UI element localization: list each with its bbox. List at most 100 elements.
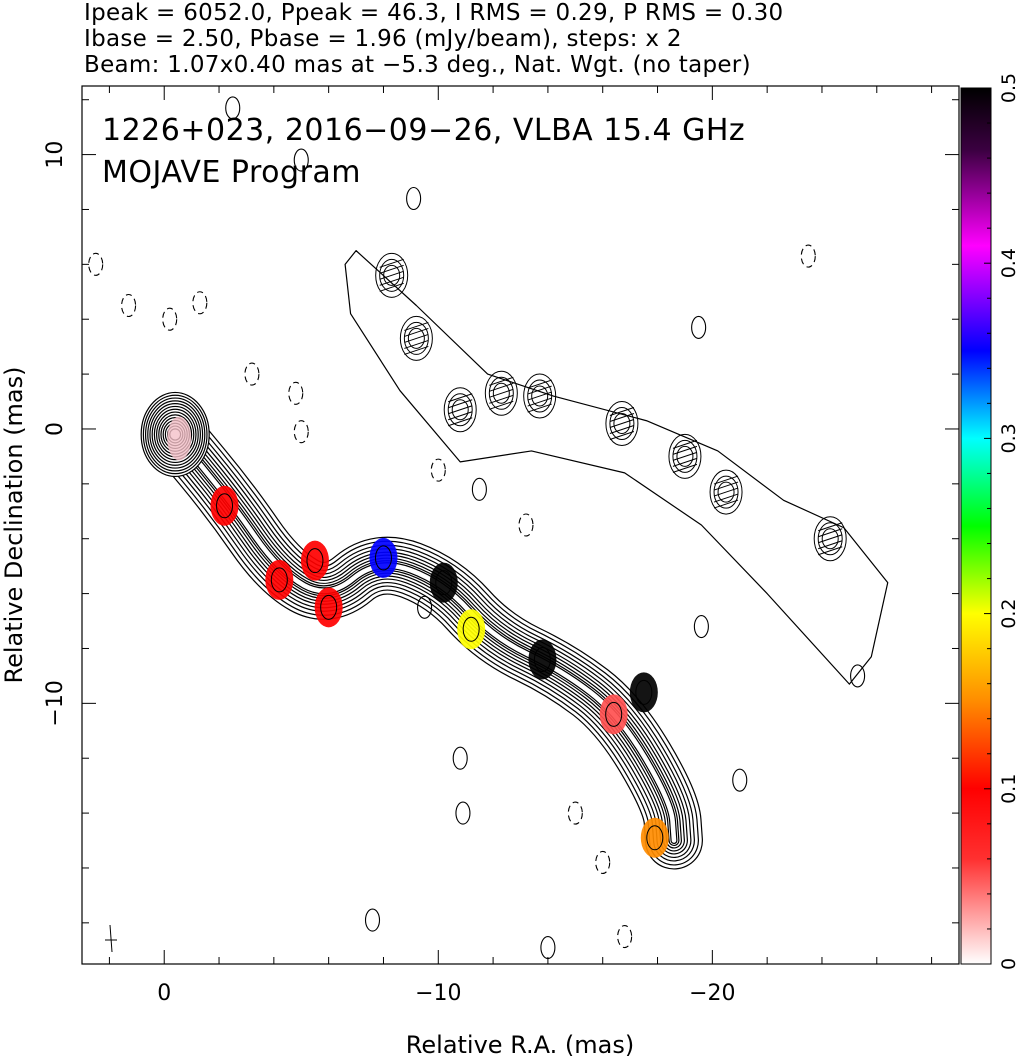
evpa-tick: [379, 270, 404, 280]
polarized-knot-contour: [447, 393, 473, 427]
colorbar-tick-label: 0.1: [998, 774, 1020, 804]
evpa-tick: [609, 407, 635, 416]
plot-area: [88, 96, 889, 960]
evpa-tick: [672, 439, 698, 449]
knot-contour: [374, 545, 392, 571]
evpa-tick: [672, 451, 698, 461]
evpa-tick: [448, 405, 473, 415]
contour-island: [732, 768, 748, 792]
y-tick-label: 0: [43, 422, 68, 436]
negative-contour-island: [121, 293, 137, 318]
evpa-tick: [489, 376, 514, 386]
chart-subtitle: MOJAVE Program: [102, 155, 361, 190]
contour-island: [417, 595, 433, 619]
negative-contour-island: [88, 252, 104, 276]
evpa-tick: [609, 419, 635, 428]
negative-contour-island: [288, 381, 304, 405]
evpa-tick: [818, 546, 843, 556]
evpa-tick: [379, 258, 404, 268]
negative-contour-island: [162, 307, 178, 331]
x-tick-label: −20: [689, 981, 735, 1006]
polarized-knot-contour: [443, 387, 477, 433]
negative-contour-island: [192, 291, 208, 315]
evpa-tick: [818, 534, 843, 544]
polarized-knot-contour: [451, 399, 469, 421]
knot-contour: [646, 825, 664, 851]
negative-contour-island: [518, 513, 534, 537]
polarization-knot: [314, 587, 343, 628]
knot-contour: [462, 616, 480, 642]
contour-island: [691, 315, 707, 340]
polarized-knot-contour: [713, 475, 739, 509]
contour-island: [471, 477, 487, 501]
evpa-tick: [448, 393, 473, 403]
negative-contour-island: [567, 801, 583, 825]
evpa-tick: [713, 487, 739, 497]
evpa-tick: [672, 457, 698, 467]
core-fractional-pol: [167, 416, 192, 461]
polarized-knot-contour: [605, 400, 639, 446]
knot-contour: [216, 493, 234, 519]
polarization-knot: [300, 540, 329, 581]
evpa-tick: [404, 327, 429, 337]
evpa-tick: [713, 475, 739, 485]
polarized-knot-contour: [672, 439, 698, 473]
header-line-1: Ipeak = 6052.0, Ppeak = 46.3, I RMS = 0.…: [84, 0, 784, 26]
y-axis-label: Relative Declination (mas): [0, 366, 28, 683]
evpa-tick: [404, 345, 429, 355]
evpa-tick: [379, 276, 404, 286]
polarized-jet-outline: [344, 250, 889, 685]
polarization-knot: [457, 609, 486, 650]
evpa-tick: [609, 431, 635, 440]
polarized-knot-contour: [383, 264, 401, 286]
evpa-tick: [489, 382, 514, 392]
evpa-tick: [609, 413, 635, 422]
evpa-tick: [404, 333, 429, 343]
x-axis-label: Relative R.A. (mas): [406, 1031, 634, 1059]
contour-island: [406, 186, 422, 211]
polarized-knot-contour: [407, 327, 425, 349]
contour-island: [225, 96, 241, 120]
polarized-knot-contour: [527, 379, 553, 413]
evpa-tick: [672, 445, 698, 455]
knot-contour: [605, 701, 623, 727]
negative-contour-island: [244, 362, 260, 386]
header-line-3: Beam: 1.07x0.40 mas at −5.3 deg., Nat. W…: [84, 52, 751, 78]
chart-title: 1226+023, 2016−09−26, VLBA 15.4 GHz: [102, 113, 745, 148]
polarized-knot-contour: [488, 376, 514, 410]
evpa-tick: [448, 411, 473, 421]
core-contour: [144, 397, 206, 472]
polarized-knot-contour: [613, 412, 631, 434]
negative-contour-island: [430, 458, 446, 482]
polarized-knot-contour: [379, 258, 405, 292]
polarized-knot-contour: [668, 433, 702, 479]
evpa-tick: [818, 540, 843, 550]
beam-marker-v: [109, 924, 113, 953]
polarized-knot-contour: [676, 445, 694, 467]
polarization-knot: [528, 639, 557, 680]
core-contour: [147, 400, 204, 469]
contour-island: [455, 801, 471, 825]
evpa-tick: [713, 499, 739, 509]
polarization-knot: [369, 537, 398, 578]
colorbar-tick-label: 0: [998, 958, 1020, 970]
evpa-tick: [527, 379, 552, 389]
evpa-tick: [672, 463, 698, 473]
evpa-tick: [527, 397, 552, 407]
evpa-tick: [448, 417, 473, 427]
evpa-tick: [379, 282, 404, 292]
contour-island: [452, 746, 468, 770]
polarized-knot-contour: [821, 528, 839, 550]
polarization-knot: [265, 559, 294, 600]
x-tick-label: −10: [415, 981, 461, 1006]
polarized-knot-contour: [375, 252, 409, 298]
polarization-knot: [599, 694, 628, 735]
polarization-knot: [629, 672, 658, 713]
polarized-knot-contour: [484, 370, 518, 416]
polarized-knot-contour: [717, 481, 735, 503]
contour-island: [693, 614, 709, 639]
negative-contour-island: [617, 925, 633, 949]
knot-contour: [533, 646, 551, 672]
polarization-knot: [640, 817, 669, 858]
